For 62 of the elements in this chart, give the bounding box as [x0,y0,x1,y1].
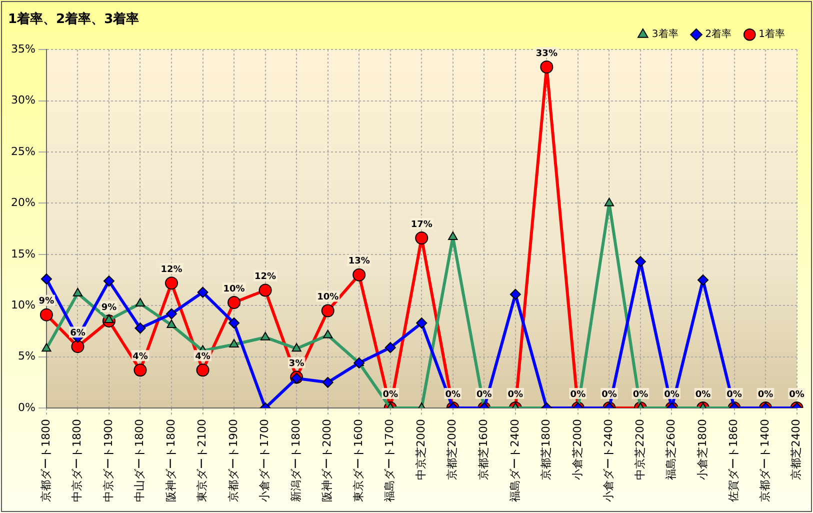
data-label: 12% [254,272,276,282]
data-label: 33% [536,48,558,59]
data-label: 0% [476,390,492,400]
data-label: 17% [410,220,432,230]
x-tick-label: 中京ダート1800 [70,419,84,502]
data-label: 3% [288,359,304,370]
x-tick-label: 京都ダート1900 [226,419,240,502]
data-label: 4% [195,352,210,362]
x-tick-label: 福島ダート2400 [508,419,522,502]
x-tick-label: 京都芝2400 [790,419,803,480]
data-label: 0% [508,390,524,400]
x-tick-label: 京都芝1600 [477,419,490,480]
data-label: 0% [445,390,461,400]
legend-label: 2着率 [705,28,732,40]
x-tick-label: 東京ダート1600 [352,419,365,502]
data-label: 10% [223,284,245,294]
data-label: 0% [632,390,648,400]
x-tick-label: 小倉ダート2400 [602,419,616,502]
legend-label: 3着率 [652,28,678,40]
y-tick-label: 35% [10,42,36,56]
x-tick-label: 東京ダート2100 [196,419,209,502]
data-label: 13% [348,256,370,267]
x-tick-label: 京都芝1800 [540,419,553,480]
y-tick-label: 25% [10,144,36,158]
y-tick-label: 5% [18,350,36,363]
x-tick-label: 中山ダート1800 [133,419,146,502]
data-label: 9% [38,296,54,307]
x-tick-label: 中京芝2200 [633,419,646,480]
data-label: 12% [160,264,182,275]
x-tick-label: 中京ダート1900 [102,419,115,502]
x-tick-label: 京都ダート1800 [39,419,52,502]
data-label: 0% [726,390,742,400]
data-label: 6% [70,328,86,338]
x-tick-label: 佐賀ダート1860 [727,419,740,502]
y-tick-label: 30% [10,94,36,107]
x-tick-label: 阪神ダート1800 [164,419,178,502]
data-label: 0% [789,390,804,400]
data-label: 9% [101,302,117,313]
data-label: 10% [317,292,339,303]
x-tick-label: 京都ダート1400 [758,419,772,502]
data-label: 0% [695,390,711,400]
y-tick-label: 20% [10,196,36,210]
x-tick-label: 中京芝2000 [414,419,428,480]
x-tick-label: 京都芝2000 [446,419,459,480]
y-tick-label: 15% [10,247,36,260]
y-tick-label: 10% [10,298,36,312]
data-label: 0% [570,390,586,400]
y-tick-label: 0% [18,400,36,414]
x-tick-label: 小倉ダート1700 [258,419,272,502]
x-tick-label: 小倉芝2000 [570,419,584,480]
x-tick-label: 新潟ダート1800 [289,419,302,502]
data-label: 4% [132,352,148,362]
x-tick-label: 小倉芝1800 [696,419,709,480]
x-tick-label: 福島芝2600 [664,419,678,480]
data-label: 0% [758,390,774,400]
data-label: 0% [602,390,617,400]
data-label: 0% [382,390,398,400]
chart-title: 1着率、2着率、3着率 [8,11,140,28]
data-label: 0% [664,390,680,400]
x-tick-label: 阪神ダート2000 [320,419,334,502]
legend-label: 1着率 [758,28,786,40]
x-tick-label: 福島ダート1700 [383,419,396,502]
